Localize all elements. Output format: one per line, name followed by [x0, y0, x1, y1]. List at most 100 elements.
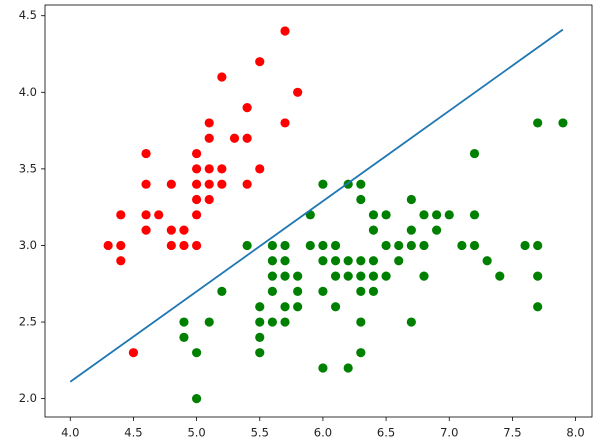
point — [381, 210, 391, 220]
point — [394, 256, 404, 266]
point — [356, 179, 366, 189]
point — [191, 240, 202, 251]
point — [242, 103, 252, 113]
point — [179, 225, 189, 235]
point — [330, 302, 341, 312]
point — [444, 210, 454, 220]
point — [432, 210, 442, 220]
point — [293, 286, 303, 297]
point — [533, 240, 543, 251]
point — [280, 118, 290, 128]
point — [520, 240, 530, 251]
point — [255, 164, 265, 174]
point — [267, 271, 277, 281]
point — [419, 240, 429, 251]
point — [217, 164, 227, 174]
point — [356, 271, 366, 281]
point — [191, 194, 202, 205]
point — [318, 256, 328, 266]
point — [141, 179, 151, 189]
point — [293, 302, 303, 312]
point — [204, 118, 214, 128]
point — [368, 271, 379, 281]
point — [394, 240, 404, 251]
x-tick-label: 5.0 — [187, 426, 205, 440]
point — [267, 286, 277, 297]
point — [343, 363, 353, 373]
point — [482, 256, 492, 266]
point — [368, 210, 379, 220]
point — [204, 194, 214, 205]
point — [204, 133, 214, 143]
point — [191, 210, 202, 220]
x-tick-label: 7.5 — [503, 426, 521, 440]
y-tick-label: 3.5 — [19, 161, 37, 175]
point — [469, 240, 480, 251]
point — [204, 179, 214, 189]
point — [217, 179, 227, 189]
point — [116, 210, 126, 220]
point — [305, 240, 315, 251]
point — [406, 317, 416, 327]
point — [280, 271, 290, 281]
point — [343, 256, 353, 266]
point — [381, 271, 391, 281]
point — [255, 332, 265, 342]
point — [356, 348, 366, 358]
point — [368, 225, 379, 235]
point — [204, 164, 214, 174]
point — [255, 317, 265, 327]
point — [255, 57, 265, 67]
point — [469, 148, 480, 159]
point — [419, 271, 429, 281]
point — [368, 256, 379, 266]
plot-frame — [44, 4, 593, 418]
point — [179, 240, 189, 251]
point — [280, 256, 290, 266]
point — [191, 148, 202, 159]
y-tick-label: 2.0 — [19, 391, 37, 405]
x-tick-label: 6.0 — [314, 426, 332, 440]
point — [356, 286, 366, 297]
x-tick-label: 8.0 — [566, 426, 584, 440]
point — [318, 286, 328, 297]
point — [293, 271, 303, 281]
point — [116, 240, 126, 251]
point — [242, 133, 252, 143]
x-tick-label: 4.5 — [124, 426, 142, 440]
point — [533, 271, 543, 281]
point — [217, 286, 227, 297]
point — [179, 317, 189, 327]
point — [318, 363, 328, 373]
point — [179, 332, 189, 342]
point — [267, 256, 277, 266]
x-tick-label: 7.0 — [440, 426, 458, 440]
point — [191, 179, 202, 189]
point — [191, 164, 202, 174]
point — [343, 271, 353, 281]
point — [318, 179, 328, 189]
point — [406, 194, 416, 205]
point — [318, 240, 328, 251]
point — [356, 256, 366, 266]
y-tick-label: 4.0 — [19, 85, 37, 99]
point — [406, 240, 416, 251]
point — [280, 317, 290, 327]
point — [191, 394, 202, 404]
point — [255, 348, 265, 358]
point — [495, 271, 505, 281]
point — [191, 348, 202, 358]
point — [356, 194, 366, 205]
x-tick-label: 6.5 — [377, 426, 395, 440]
point — [242, 240, 252, 251]
point — [432, 225, 442, 235]
point — [293, 87, 303, 97]
point — [166, 179, 176, 189]
point — [267, 240, 277, 251]
point — [166, 240, 176, 251]
point — [116, 256, 126, 266]
y-tick-label: 4.5 — [19, 8, 37, 22]
y-tick-label: 2.5 — [19, 315, 37, 329]
point — [280, 302, 290, 312]
